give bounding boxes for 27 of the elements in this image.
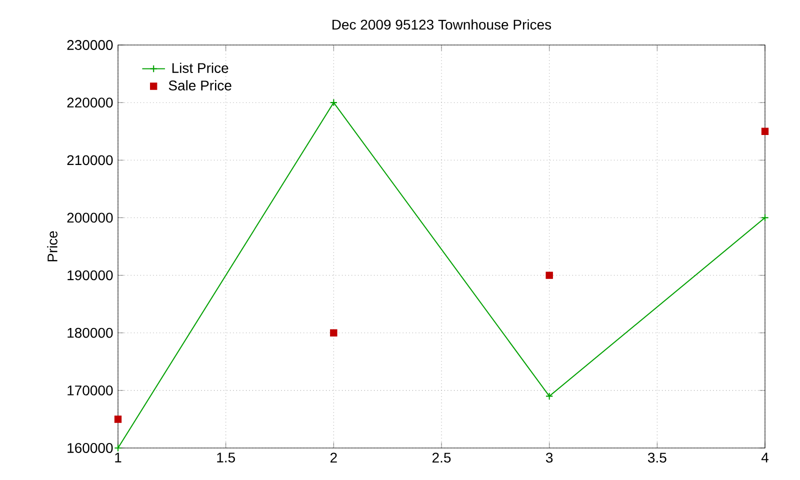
y-tick-label: 190000 (68, 270, 113, 280)
y-tick-label: 200000 (67, 212, 113, 223)
y-tick-label: 220000 (67, 98, 113, 108)
legend-label: Sale Price (168, 80, 232, 90)
x-tick-label: 3.5 (648, 452, 666, 463)
x-tick-label: 2 (330, 452, 337, 462)
y-tick-label: 170000 (68, 385, 113, 396)
point (546, 272, 553, 279)
point (330, 98, 338, 106)
y-tick-label: 210000 (67, 155, 113, 166)
point (545, 392, 554, 400)
point (114, 444, 122, 452)
y-tick-label: 230000 (67, 40, 113, 50)
point (761, 128, 769, 135)
x-tick-label: 2.5 (432, 452, 451, 463)
y-tick-label: 180000 (68, 328, 113, 338)
x-tick-label: 4 (761, 452, 768, 462)
chart-title: Dec 2009 95123 Townhouse Prices (332, 19, 552, 30)
y-axis-title: Price (47, 231, 58, 262)
point (114, 416, 122, 423)
x-tick-label: 1.5 (217, 452, 235, 462)
y-tick-label: 160000 (68, 443, 113, 453)
x-tick-label: 1 (115, 452, 122, 462)
point (330, 329, 338, 336)
x-tick-label: 3 (546, 452, 553, 463)
point (761, 214, 769, 222)
legend-label: List Price (172, 62, 228, 73)
